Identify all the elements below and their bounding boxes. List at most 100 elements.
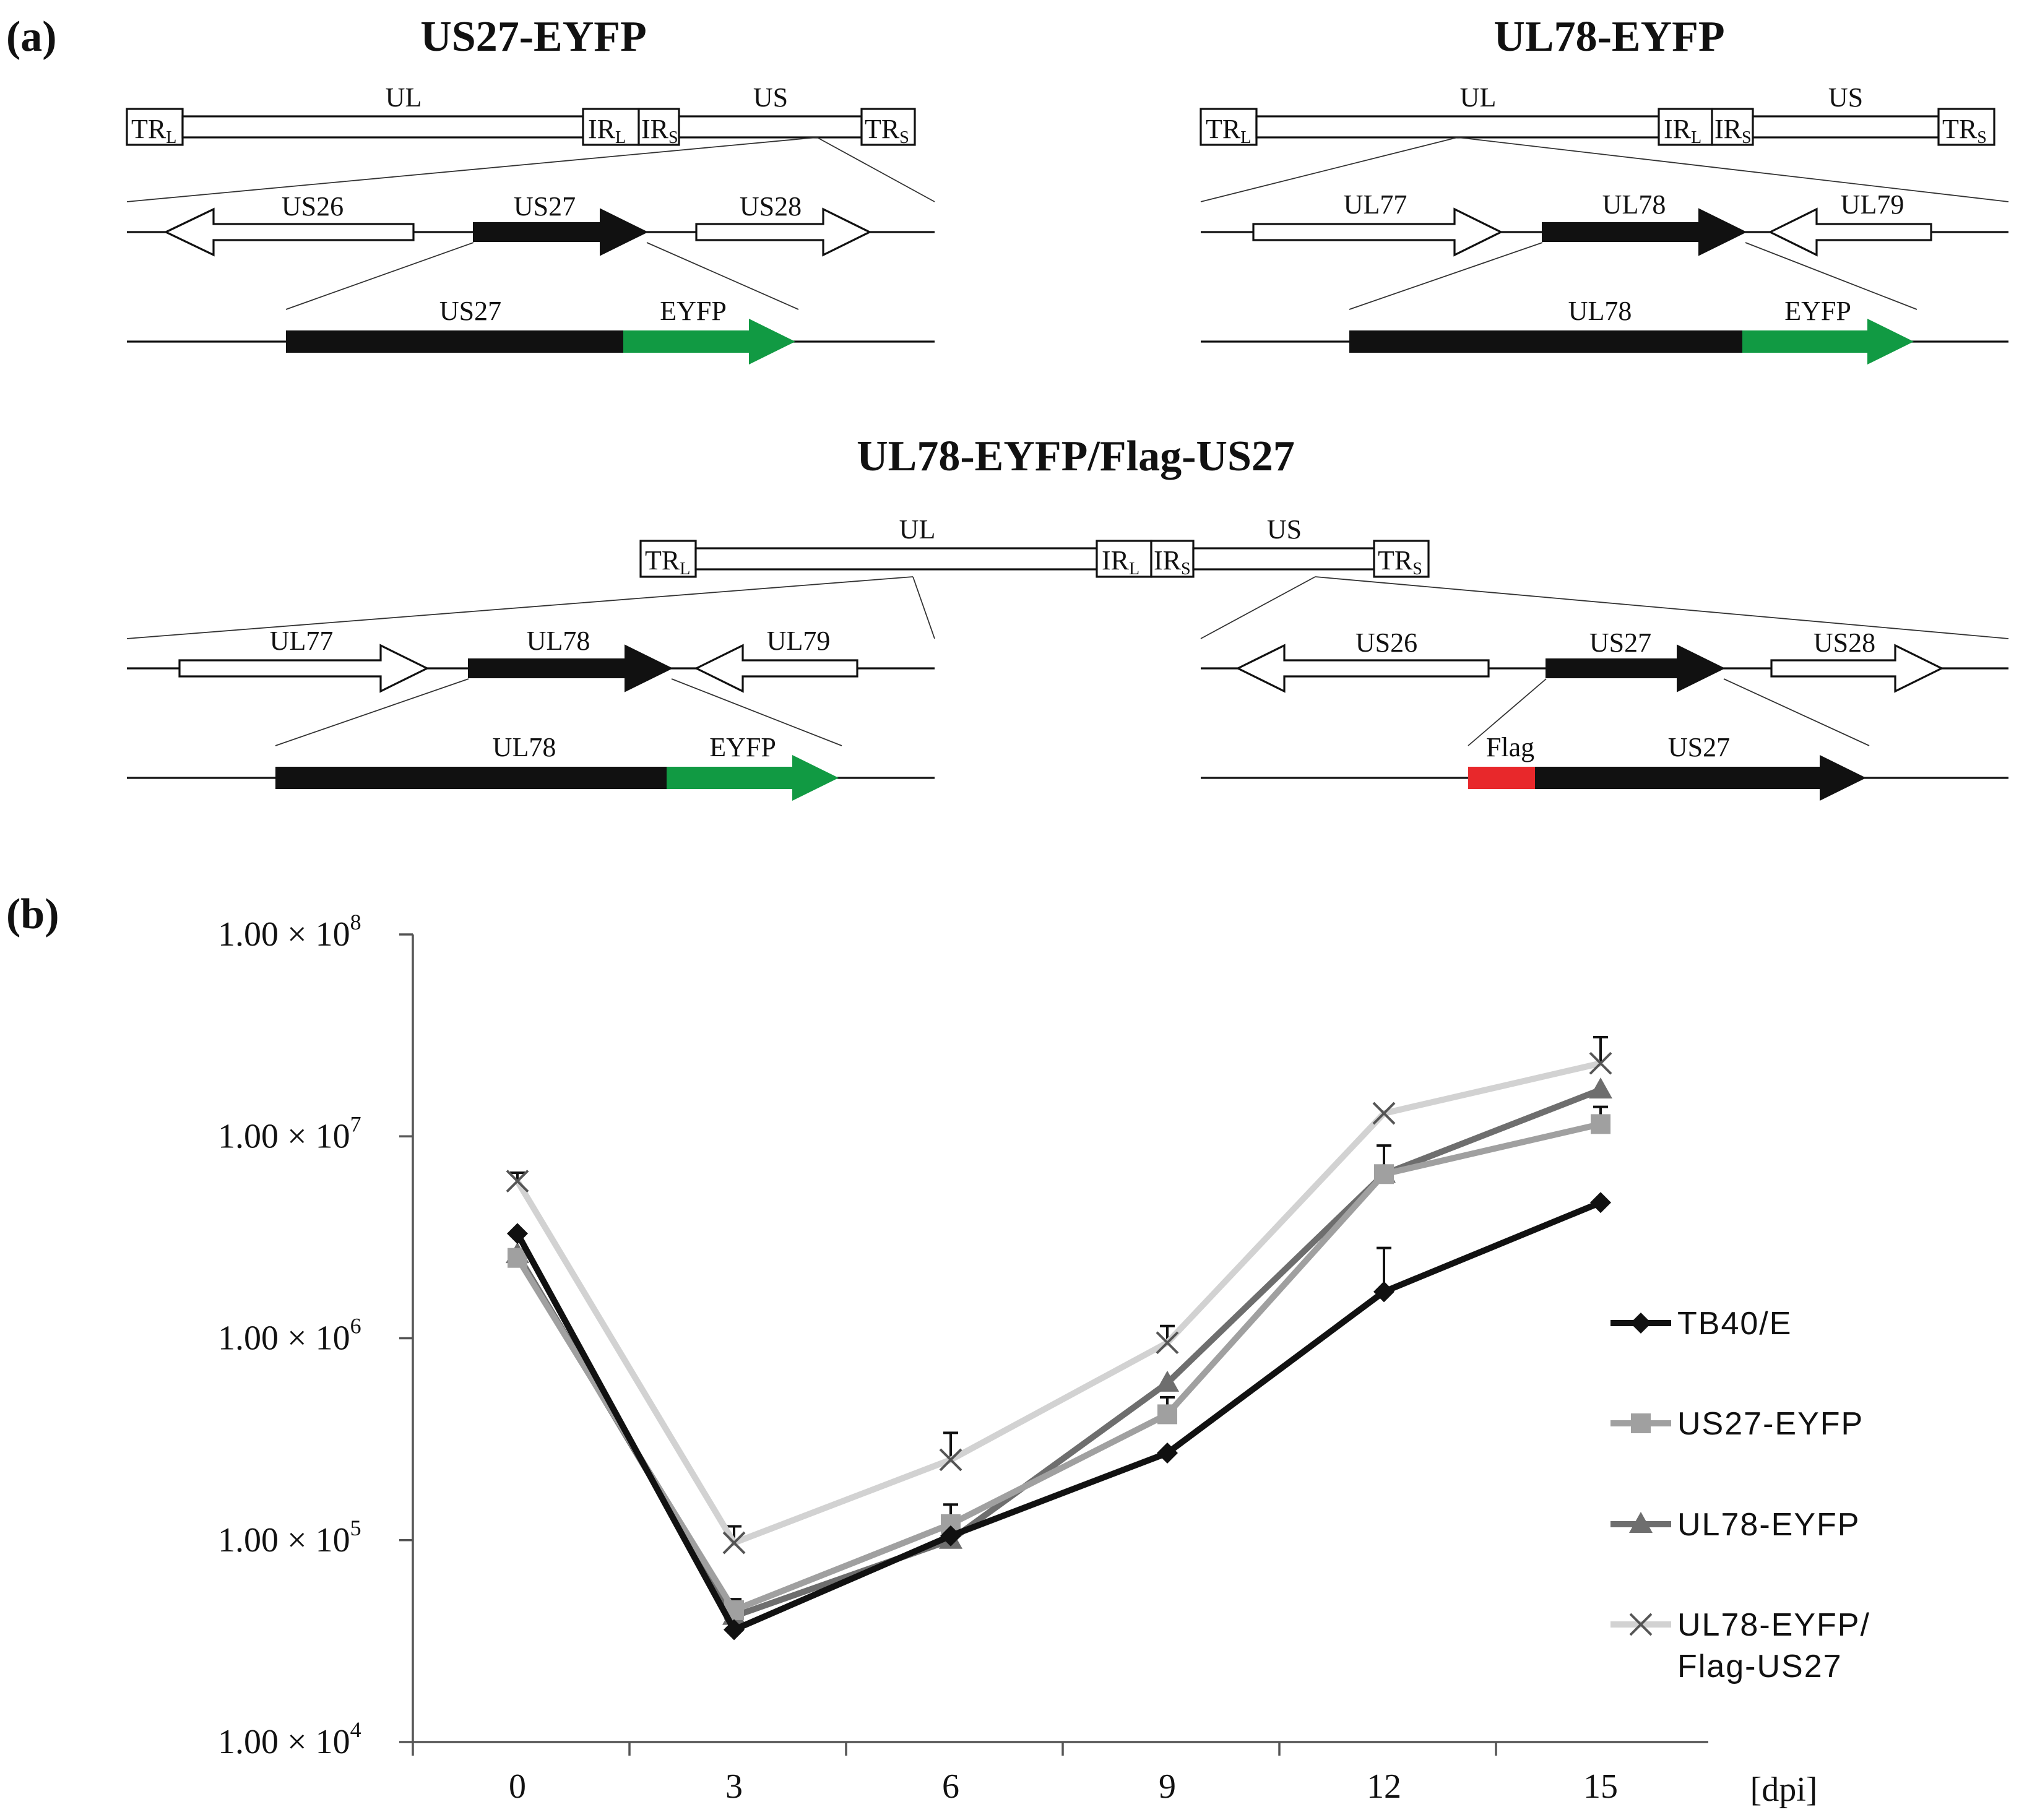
- orf-label-2: US27: [514, 191, 576, 222]
- growth-curve-chart: 1.00 × 104 1.00 × 105 1.00 × 106 1.00 × 107…: [218, 910, 1869, 1809]
- fusion-label-gene: US27: [1668, 732, 1730, 762]
- orf-arrow-1: [1252, 207, 1503, 257]
- zoom-line: [1745, 242, 1917, 310]
- legend-label: US27-EYFP: [1677, 1406, 1864, 1442]
- ul-label: UL: [386, 82, 422, 113]
- orf-arrow-1: [178, 644, 430, 693]
- data-point-triangle: [1156, 1370, 1179, 1392]
- chart-series: [506, 1035, 1612, 1641]
- y-tick-label: 1.00 × 105: [218, 1516, 361, 1559]
- x-tick-label: 0: [509, 1767, 526, 1806]
- orf-arrow-3: [694, 644, 858, 693]
- fusion-label-flag: Flag: [1486, 732, 1534, 762]
- y-tick-label: 1.00 × 104: [218, 1717, 361, 1761]
- data-point-x-stroke: [506, 1170, 529, 1193]
- data-point-square: [1591, 1114, 1610, 1134]
- y-tick-label: 1.00 × 106: [218, 1314, 361, 1358]
- us-segment: [678, 115, 863, 139]
- zoom-line: [1200, 137, 1458, 202]
- tr-s-label: TRS: [1378, 545, 1422, 579]
- ir-s-label: IRS: [641, 114, 678, 147]
- ir-s-box: [1711, 108, 1754, 146]
- fusion-label-eyfp: EYFP: [660, 296, 727, 326]
- orf-map: UL77 UL78 UL79: [1201, 189, 2008, 257]
- chart-axes: 1.00 × 104 1.00 × 105 1.00 × 106 1.00 × 107…: [218, 910, 1817, 1809]
- data-point-x: [939, 1448, 962, 1472]
- orf-label-3: UL79: [767, 626, 831, 656]
- ir-l-label: IRL: [588, 114, 626, 147]
- data-point-square: [1374, 1164, 1394, 1184]
- data-point-square: [1157, 1404, 1177, 1425]
- ul-segment: [181, 115, 584, 139]
- panel-b-label: (b): [6, 891, 59, 938]
- data-point-triangle: [1589, 1077, 1612, 1099]
- ir-l-box: [1658, 108, 1713, 146]
- data-point-x: [1156, 1331, 1179, 1355]
- legend-item: TB40/E: [1610, 1306, 1791, 1342]
- fusion-gene-bar: [275, 767, 667, 789]
- orf-map: US26 US27 US28: [127, 191, 935, 257]
- ir-l-box: [1096, 540, 1152, 578]
- zoom-line: [1200, 576, 1316, 639]
- zoom-line: [1468, 678, 1547, 746]
- construct-title: UL78-EYFP: [1494, 13, 1724, 61]
- data-point-x: [1629, 1613, 1653, 1636]
- fusion-map: US27 EYFP: [127, 296, 935, 364]
- x-axis-unit: [dpi]: [1750, 1770, 1818, 1809]
- eyfp-arrow: [1742, 319, 1914, 364]
- data-point-diamond: [1373, 1281, 1394, 1303]
- fusion-label-gene: UL78: [1568, 296, 1632, 326]
- orf-label-3: UL79: [1841, 189, 1904, 220]
- x-tick-label: 6: [942, 1767, 959, 1806]
- zoom-line: [126, 576, 914, 639]
- eyfp-arrow: [623, 319, 795, 364]
- orf-arrow-3: [1768, 207, 1932, 257]
- orf-label-3: US28: [740, 191, 802, 222]
- us-label: US: [753, 82, 788, 113]
- x-tick-label: 3: [725, 1767, 743, 1806]
- data-point-x-stroke: [939, 1448, 962, 1472]
- data-point-x: [1589, 1051, 1612, 1075]
- series-us27-eyfp: [508, 1105, 1610, 1620]
- orf-label-2: UL78: [1602, 189, 1666, 220]
- us-label: US: [1267, 514, 1302, 545]
- tr-s-box: [1937, 108, 1995, 146]
- tr-s-label: TRS: [1942, 114, 1987, 147]
- series-ul78-eyfp-flag-us27: [506, 1035, 1612, 1555]
- construct-title: US27-EYFP: [420, 13, 647, 61]
- us-label: US: [1828, 82, 1863, 113]
- data-point-diamond: [1630, 1313, 1651, 1334]
- orf-arrow-2: [468, 644, 673, 692]
- orf-label-3: US28: [1814, 628, 1875, 658]
- fusion-map: UL78 EYFP: [1201, 296, 2008, 364]
- data-point-square: [1631, 1413, 1651, 1433]
- legend-label: UL78-EYFP: [1677, 1507, 1860, 1543]
- zoom-line: [1723, 678, 1870, 746]
- fusion-gene-bar: [1349, 330, 1742, 353]
- genome-map: TRL UL IRL IRS US TRS: [126, 82, 916, 147]
- us-segment: [1192, 547, 1375, 571]
- y-tick-label: 1.00 × 107: [218, 1111, 361, 1155]
- tr-l-box: [1200, 108, 1258, 146]
- data-point-x-stroke: [1589, 1051, 1612, 1075]
- construct-title: UL78-EYFP/Flag-US27: [857, 433, 1295, 480]
- orf-arrow-2: [1546, 644, 1726, 692]
- construct-ul78-eyfp-flag-us27: UL78-EYFP/Flag-US27 TRL UL IRL IRS US TR…: [126, 433, 2009, 801]
- tr-l-label: TRL: [645, 545, 690, 579]
- genome-map: TRL UL IRL IRS US TRS: [1200, 82, 1995, 147]
- orf-label-1: US26: [282, 191, 344, 222]
- eyfp-arrow: [667, 755, 839, 801]
- data-point-x-stroke: [1629, 1613, 1653, 1636]
- ir-s-box: [638, 108, 680, 146]
- data-point-diamond: [507, 1223, 528, 1244]
- fusion-map-left: UL78 EYFP: [127, 732, 935, 801]
- data-point-x: [722, 1531, 746, 1555]
- data-point-x-stroke: [1372, 1102, 1396, 1125]
- construct-ul78-eyfp: UL78-EYFP TRL UL IRL IRS US TRS: [1200, 13, 2009, 364]
- tr-s-box: [1373, 540, 1430, 578]
- zoom-line: [285, 242, 474, 310]
- data-point-diamond: [724, 1619, 745, 1641]
- orf-arrow-3: [1770, 644, 1944, 693]
- zoom-line: [126, 137, 818, 202]
